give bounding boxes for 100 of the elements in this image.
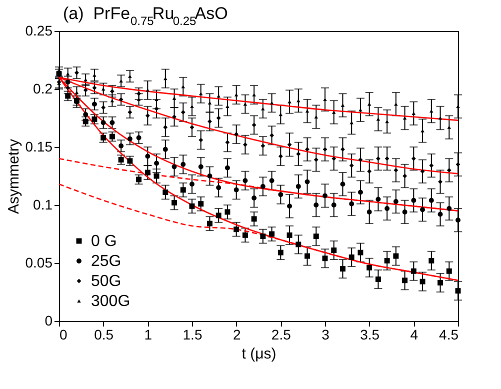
- point: [74, 90, 79, 94]
- point: [252, 196, 257, 201]
- point: [216, 116, 221, 120]
- point: [224, 165, 230, 170]
- point: [234, 132, 239, 136]
- point: [348, 254, 354, 260]
- point: [163, 125, 168, 130]
- point: [411, 198, 416, 203]
- point: [83, 88, 88, 92]
- point: [375, 276, 381, 282]
- x-tick-label: 2: [232, 326, 241, 342]
- point: [350, 121, 354, 124]
- y-tick-label: 0.2: [33, 80, 53, 96]
- point: [118, 157, 124, 162]
- point: [251, 216, 257, 222]
- x-axis-title: t (μs): [242, 346, 276, 362]
- point: [367, 169, 372, 174]
- y-tick-label: 0.05: [25, 254, 53, 270]
- x-tick-label: 0.5: [94, 326, 114, 342]
- point: [146, 88, 150, 92]
- point: [278, 154, 283, 158]
- point: [74, 70, 79, 75]
- point: [92, 86, 97, 90]
- point: [172, 96, 176, 100]
- point: [243, 142, 248, 147]
- point: [305, 147, 310, 152]
- point: [331, 248, 337, 253]
- point: [189, 203, 195, 209]
- point: [455, 288, 461, 294]
- point: [278, 192, 284, 198]
- point: [181, 85, 186, 88]
- point: [172, 164, 177, 170]
- y-tick-label: 0: [44, 312, 53, 328]
- point: [447, 126, 452, 129]
- point: [438, 212, 443, 217]
- point: [110, 89, 114, 94]
- point: [287, 142, 292, 147]
- point: [208, 101, 212, 105]
- point: [225, 140, 230, 145]
- point: [180, 162, 186, 167]
- point: [420, 207, 426, 212]
- point: [332, 156, 336, 161]
- point: [242, 178, 248, 184]
- point: [340, 182, 346, 187]
- point: [376, 196, 381, 202]
- point: [226, 104, 230, 108]
- point: [118, 97, 124, 102]
- point: [438, 280, 444, 286]
- point: [358, 250, 364, 256]
- point: [216, 212, 222, 218]
- point: [287, 204, 292, 209]
- point: [154, 160, 160, 166]
- point: [314, 115, 318, 118]
- point: [376, 156, 380, 161]
- point: [100, 120, 106, 126]
- point: [234, 187, 239, 192]
- point: [252, 93, 256, 96]
- point: [162, 190, 168, 195]
- point: [438, 180, 442, 184]
- point: [234, 93, 238, 96]
- point: [198, 138, 204, 142]
- point: [428, 258, 434, 264]
- point: [394, 168, 398, 172]
- x-tick-label: 3: [322, 326, 330, 342]
- point: [136, 135, 142, 140]
- y-tick-label: 0.1: [33, 196, 53, 212]
- point: [260, 144, 266, 148]
- point: [340, 104, 345, 107]
- point: [278, 112, 283, 116]
- point: [340, 266, 346, 272]
- point: [366, 209, 372, 214]
- point: [296, 152, 301, 156]
- x-tick-label: 4.5: [439, 326, 459, 342]
- point: [110, 120, 115, 126]
- point: [366, 264, 372, 270]
- legend-label: 50G: [91, 273, 122, 290]
- point: [393, 199, 398, 204]
- point: [446, 268, 452, 274]
- point: [260, 184, 266, 189]
- point: [269, 178, 274, 184]
- x-tick-label: 0: [60, 326, 68, 342]
- point: [234, 226, 240, 232]
- point: [296, 242, 302, 248]
- point: [393, 253, 399, 259]
- point: [252, 122, 256, 128]
- point: [190, 182, 194, 187]
- point: [456, 218, 460, 223]
- x-tick-label: 1.5: [182, 326, 202, 342]
- point: [269, 231, 275, 237]
- y-tick-label: 0.25: [25, 22, 53, 38]
- point: [128, 110, 132, 114]
- x-tick-label: 2.5: [271, 326, 292, 342]
- point: [198, 164, 204, 170]
- point: [172, 200, 178, 206]
- point: [128, 74, 132, 78]
- point: [172, 114, 176, 120]
- point: [180, 187, 186, 193]
- point: [118, 143, 124, 148]
- point: [180, 110, 186, 114]
- point: [127, 158, 133, 164]
